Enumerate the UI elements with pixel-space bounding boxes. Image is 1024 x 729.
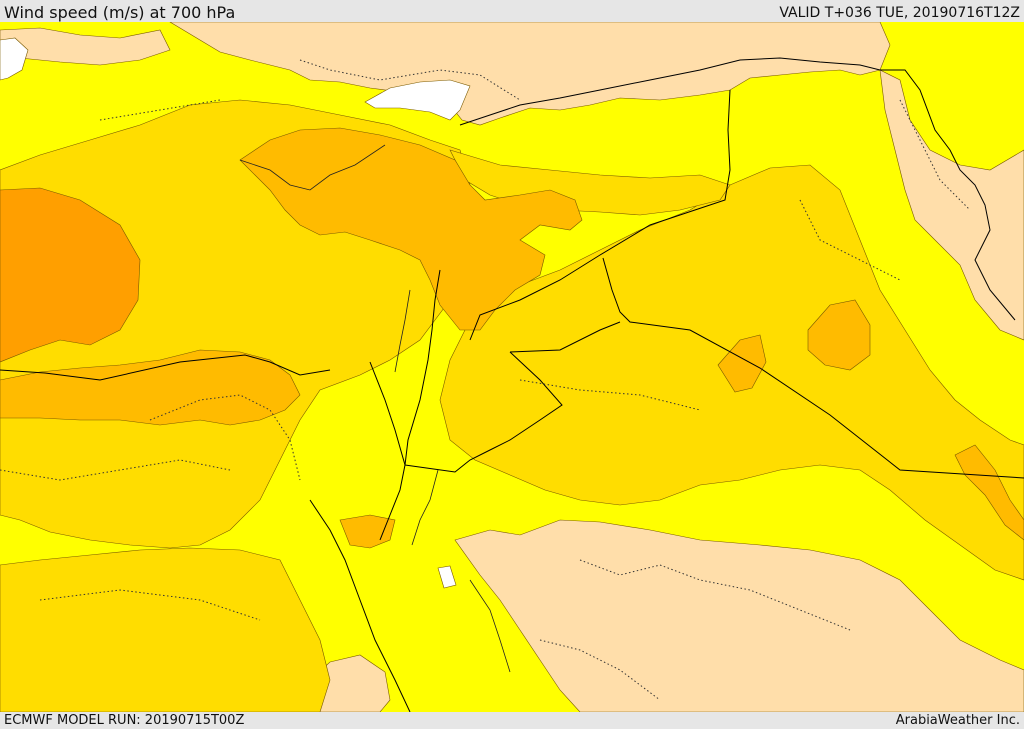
- water-marmara: [364, 79, 471, 121]
- field-calm-north: [169, 22, 891, 126]
- water-southwest-patch: [437, 565, 457, 589]
- field-calm-east: [879, 69, 1024, 341]
- valid-time: VALID T+036 TUE, 20190716T12Z: [779, 5, 1020, 21]
- map-title: Wind speed (m/s) at 700 hPa: [4, 3, 236, 22]
- field-fresh-center: [717, 334, 767, 393]
- admin-boundaries: [0, 59, 971, 701]
- coastlines: [239, 144, 511, 673]
- map-canvas: [0, 22, 1024, 712]
- field-moderate-southwest: [0, 547, 331, 712]
- model-run: ECMWF MODEL RUN: 20190715T00Z: [4, 713, 245, 728]
- field-fresh-southeast: [954, 444, 1024, 541]
- map-header: Wind speed (m/s) at 700 hPa VALID T+036 …: [0, 0, 1024, 22]
- field-strong-west: [0, 187, 141, 363]
- field-fresh-southwest-band: [0, 349, 301, 426]
- country-borders: [0, 57, 1024, 712]
- credit: ArabiaWeather Inc.: [895, 713, 1020, 728]
- water-northwest-patch: [0, 37, 29, 81]
- field-fresh-east: [807, 299, 871, 371]
- wind-speed-map: [0, 22, 1024, 712]
- field-calm-southeast: [454, 519, 1024, 712]
- map-footer: ECMWF MODEL RUN: 20190715T00Z ArabiaWeat…: [0, 712, 1024, 729]
- field-fresh-redsea: [339, 514, 396, 549]
